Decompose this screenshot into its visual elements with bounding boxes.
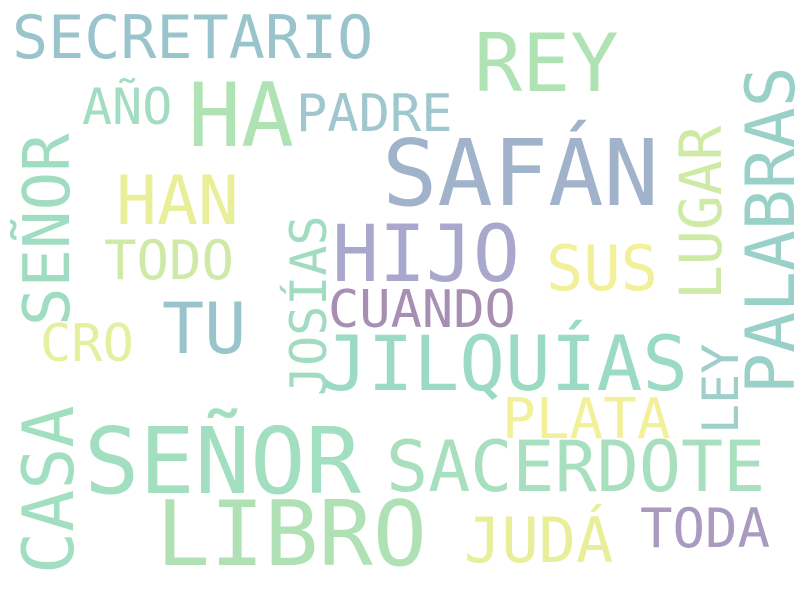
- word-ha: HA: [188, 64, 294, 167]
- word-safan: SAFÁN: [382, 120, 659, 227]
- word-plata: PLATA: [502, 387, 671, 452]
- word-libro: LIBRO: [156, 482, 427, 587]
- word-toda: TODA: [640, 497, 771, 560]
- word-padre: PADRE: [296, 84, 453, 144]
- word-senor: SEÑOR: [84, 408, 361, 515]
- word-josias: JOSÍAS: [280, 215, 338, 396]
- word-cro: CRO: [40, 314, 134, 374]
- word-tu: TU: [162, 288, 247, 370]
- word-ano: AÑO: [82, 78, 173, 136]
- word-lugar: LUGAR: [667, 125, 735, 300]
- word-senor-vertical: SEÑOR: [11, 133, 85, 326]
- word-casa: CASA: [8, 405, 90, 574]
- word-jilquias: JILQUÍAS: [322, 319, 689, 408]
- word-todo: TODO: [104, 229, 235, 292]
- word-rey: REY: [474, 17, 619, 110]
- word-hijo: HIJO: [332, 210, 520, 300]
- word-ley: LEY: [692, 343, 750, 434]
- word-cuando: CUANDO: [328, 280, 516, 340]
- word-juda: JUDÁ: [464, 504, 614, 577]
- word-han: HAN: [116, 162, 239, 241]
- word-sus: SUS: [546, 232, 658, 305]
- word-sacerdote: SACERDOTE: [386, 426, 766, 508]
- word-secretario: SECRETARIO: [12, 3, 374, 73]
